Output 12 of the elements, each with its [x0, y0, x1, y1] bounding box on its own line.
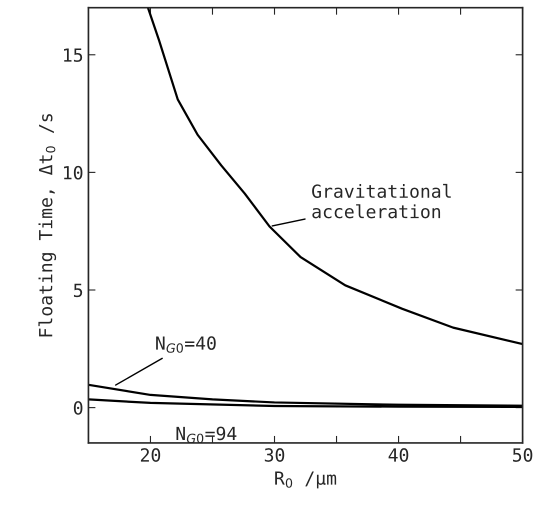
y-tick-label: 5	[74, 284, 82, 298]
y-axis-title: Floating Time, Δt$_{0}$ /s	[38, 114, 56, 336]
y-tick-label: 10	[64, 166, 82, 180]
x-tick-label: 30	[264, 448, 284, 462]
y-tick-label: 0	[74, 401, 82, 415]
annotation: Gravitational acceleration	[312, 184, 451, 218]
annotation: N$_{G0}$=40	[156, 336, 216, 353]
y-tick-label: 15	[64, 48, 82, 62]
x-axis-title: R$_{0}$ /μm	[275, 471, 336, 488]
x-tick-label: 50	[512, 448, 532, 462]
x-tick-label: 40	[388, 448, 408, 462]
x-tick-label: 20	[140, 448, 160, 462]
